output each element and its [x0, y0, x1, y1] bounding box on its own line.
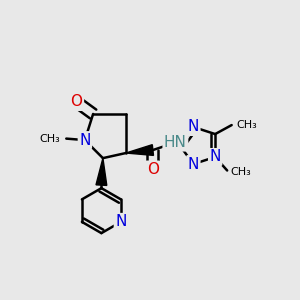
Text: N: N — [79, 133, 91, 148]
Text: CH₃: CH₃ — [236, 120, 257, 130]
Text: N: N — [115, 214, 127, 230]
Polygon shape — [96, 158, 107, 185]
Text: HN: HN — [164, 135, 187, 150]
Text: N: N — [188, 157, 199, 172]
Text: O: O — [70, 94, 83, 110]
Text: CH₃: CH₃ — [40, 134, 60, 144]
Text: N: N — [209, 149, 221, 164]
Text: O: O — [147, 162, 159, 177]
Polygon shape — [126, 145, 154, 155]
Text: CH₃: CH₃ — [231, 167, 251, 177]
Text: N: N — [188, 119, 199, 134]
